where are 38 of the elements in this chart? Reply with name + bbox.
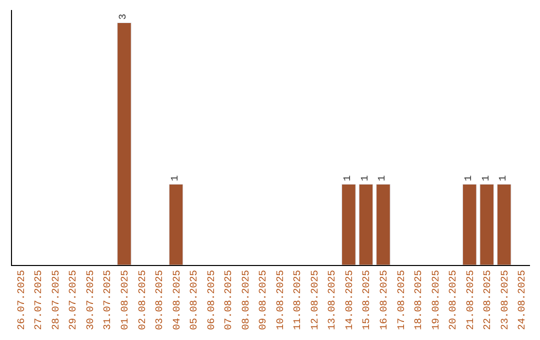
x-tick-label: 23.08.2025 xyxy=(500,270,512,330)
x-tick-label: 26.07.2025 xyxy=(16,270,28,330)
data-label: 1 xyxy=(343,175,354,182)
x-tick-label: 04.08.2025 xyxy=(172,270,184,330)
x-tick-label: 10.08.2025 xyxy=(276,270,287,330)
x-tick-label: 13.08.2025 xyxy=(328,270,339,330)
x-tick-label: 27.07.2025 xyxy=(34,270,46,330)
x-tick-label: 31.07.2025 xyxy=(103,270,114,330)
data-label: 1 xyxy=(481,175,492,182)
data-label: 1 xyxy=(464,175,476,182)
x-tick-label: 07.08.2025 xyxy=(224,270,236,330)
x-tick-label: 01.08.2025 xyxy=(120,270,132,330)
x-tick-label: 18.08.2025 xyxy=(414,270,426,330)
x-tick-label: 03.08.2025 xyxy=(155,270,166,330)
x-tick-label: 05.08.2025 xyxy=(190,270,201,330)
data-label: 1 xyxy=(498,175,510,182)
x-tick-label: 29.07.2025 xyxy=(68,270,80,330)
x-tick-label: 17.08.2025 xyxy=(396,270,408,330)
x-tick-label: 02.08.2025 xyxy=(138,270,149,330)
x-tick-label: 06.08.2025 xyxy=(206,270,218,330)
x-tick-label: 21.08.2025 xyxy=(466,270,477,330)
x-tick-label: 20.08.2025 xyxy=(448,270,460,330)
data-label: 1 xyxy=(360,175,372,182)
data-label: 1 xyxy=(170,175,182,182)
x-tick-label: 22.08.2025 xyxy=(483,270,494,330)
x-tick-label: 14.08.2025 xyxy=(344,270,356,330)
data-label: 3 xyxy=(118,14,130,20)
x-tick-label: 16.08.2025 xyxy=(379,270,390,330)
x-tick-label: 28.07.2025 xyxy=(51,270,62,330)
x-tick-label: 11.08.2025 xyxy=(293,270,304,330)
data-label: 1 xyxy=(378,175,389,182)
x-tick-label: 30.07.2025 xyxy=(86,270,97,330)
x-tick-label: 24.08.2025 xyxy=(518,270,529,330)
x-tick-label: 08.08.2025 xyxy=(241,270,252,330)
x-tick-label: 09.08.2025 xyxy=(258,270,270,330)
x-tick-label: 12.08.2025 xyxy=(310,270,322,330)
x-tick-label: 15.08.2025 xyxy=(362,270,374,330)
x-tick-label: 19.08.2025 xyxy=(431,270,442,330)
